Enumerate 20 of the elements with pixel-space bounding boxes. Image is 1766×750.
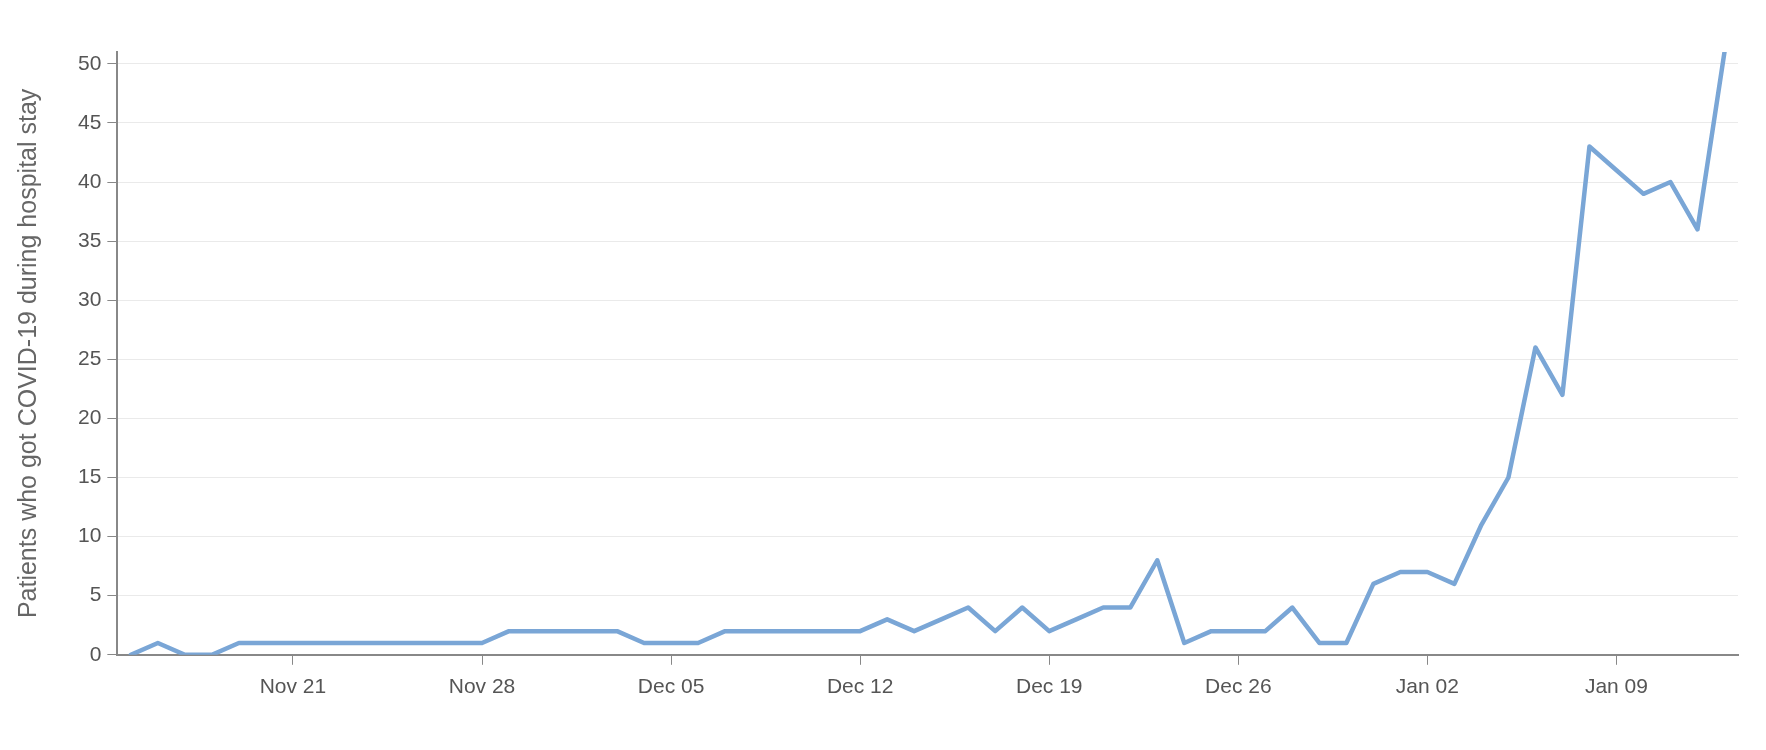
y-tick-label: 10 (78, 523, 102, 547)
y-tick-label: 50 (78, 50, 102, 74)
y-axis-title: Patients who got COVID-19 during hospital stay (12, 88, 41, 619)
x-tick-label: Nov 21 (259, 674, 327, 698)
x-tick-label: Dec 12 (826, 674, 894, 698)
x-tick-label: Jan 02 (1395, 674, 1459, 698)
x-tick-label: Dec 05 (637, 674, 705, 698)
x-tick-label: Dec 26 (1205, 674, 1272, 698)
y-tick-label: 20 (78, 405, 102, 429)
y-tick-label: 25 (78, 346, 102, 370)
y-tick-label: 15 (78, 464, 102, 488)
y-tick-label: 40 (78, 168, 102, 192)
y-tick-label: 5 (89, 582, 102, 606)
y-tick-label: 45 (78, 109, 102, 133)
y-tick-label: 0 (89, 641, 102, 665)
x-tick-label: Jan 09 (1584, 674, 1648, 698)
x-tick-label: Nov 28 (448, 674, 516, 698)
y-tick-label: 30 (78, 287, 102, 311)
y-tick-label: 35 (78, 227, 102, 251)
x-tick-label: Dec 19 (1015, 674, 1083, 698)
